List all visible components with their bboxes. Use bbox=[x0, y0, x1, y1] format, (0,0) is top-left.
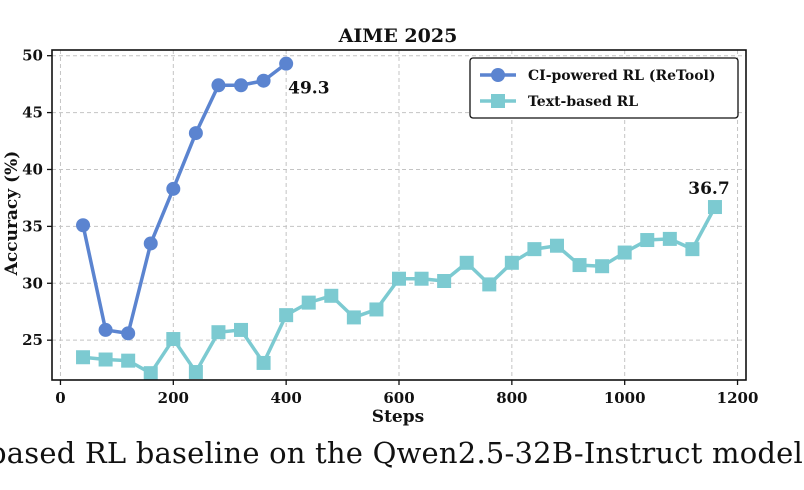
data-point bbox=[76, 350, 91, 365]
legend-marker bbox=[491, 94, 505, 108]
x-tick-label: 800 bbox=[496, 389, 527, 407]
data-point bbox=[346, 310, 361, 325]
data-point bbox=[76, 218, 91, 233]
data-point bbox=[98, 352, 113, 367]
data-point bbox=[166, 332, 181, 347]
data-annotations: 49.3 36.7 bbox=[288, 79, 730, 199]
x-tick-label: 200 bbox=[158, 389, 189, 407]
data-point bbox=[685, 242, 700, 257]
data-point bbox=[640, 233, 655, 248]
x-tick-label: 400 bbox=[270, 389, 301, 407]
legend-item: Text-based RL bbox=[480, 94, 638, 110]
legend-marker bbox=[491, 68, 505, 82]
series-2 bbox=[76, 200, 722, 381]
legend-item: CI-powered RL (ReTool) bbox=[480, 68, 715, 84]
data-point bbox=[504, 255, 519, 270]
series-layer bbox=[76, 56, 722, 381]
x-axis-label: Steps bbox=[372, 407, 424, 427]
series-1 bbox=[76, 56, 294, 341]
y-tick-label: 40 bbox=[22, 160, 43, 178]
data-point bbox=[166, 181, 181, 196]
y-tick-label: 25 bbox=[22, 331, 43, 349]
data-point bbox=[98, 322, 113, 337]
data-point bbox=[234, 322, 249, 337]
data-point bbox=[392, 271, 406, 286]
legend-label: Text-based RL bbox=[528, 94, 638, 110]
legend: CI-powered RL (ReTool) Text-based RL bbox=[469, 57, 739, 119]
data-point bbox=[662, 231, 677, 246]
y-tick-label: 35 bbox=[22, 217, 43, 235]
figure-caption: based RL baseline on the Qwen2.5-32B-Ins… bbox=[0, 436, 804, 470]
axis-ticks: 0 200 400 600 800 1000 1200 25 30 35 40 45 50 bbox=[22, 47, 758, 407]
data-point bbox=[188, 126, 203, 141]
x-tick-label: 1200 bbox=[717, 389, 759, 407]
data-point bbox=[324, 288, 339, 303]
data-point bbox=[459, 255, 474, 270]
data-point bbox=[211, 78, 226, 93]
data-label: 49.3 bbox=[288, 79, 329, 99]
data-point bbox=[572, 258, 587, 273]
data-point bbox=[301, 295, 316, 310]
data-point bbox=[143, 236, 158, 251]
data-point bbox=[121, 326, 136, 341]
data-point bbox=[279, 56, 294, 71]
data-point bbox=[482, 277, 497, 292]
data-point bbox=[437, 274, 452, 288]
data-point bbox=[527, 242, 542, 257]
data-point bbox=[234, 78, 249, 93]
y-tick-label: 30 bbox=[22, 274, 43, 292]
data-point bbox=[369, 302, 384, 317]
data-point bbox=[211, 325, 226, 340]
data-point bbox=[256, 73, 271, 88]
x-tick-label: 0 bbox=[55, 389, 65, 407]
y-tick-label: 50 bbox=[22, 47, 43, 65]
legend-frame bbox=[469, 57, 739, 119]
data-point bbox=[256, 355, 271, 370]
data-point bbox=[143, 366, 158, 381]
data-point bbox=[617, 245, 632, 260]
data-point bbox=[549, 238, 564, 253]
y-axis-label: Accuracy (%) bbox=[2, 151, 22, 277]
data-point bbox=[279, 308, 294, 323]
x-tick-label: 600 bbox=[383, 389, 414, 407]
chart-title: AIME 2025 bbox=[338, 25, 458, 47]
data-point bbox=[188, 365, 203, 380]
data-label: 36.7 bbox=[688, 179, 729, 199]
line-chart: 0 200 400 600 800 1000 1200 25 30 35 40 45 50 AIME 2… bbox=[2, 25, 758, 427]
data-point bbox=[414, 271, 429, 286]
series-line bbox=[81, 62, 288, 336]
legend-label: CI-powered RL (ReTool) bbox=[528, 68, 715, 84]
data-point bbox=[707, 200, 722, 215]
data-point bbox=[121, 353, 136, 368]
y-tick-label: 45 bbox=[22, 104, 43, 122]
x-tick-label: 1000 bbox=[604, 389, 646, 407]
data-point bbox=[595, 259, 610, 274]
